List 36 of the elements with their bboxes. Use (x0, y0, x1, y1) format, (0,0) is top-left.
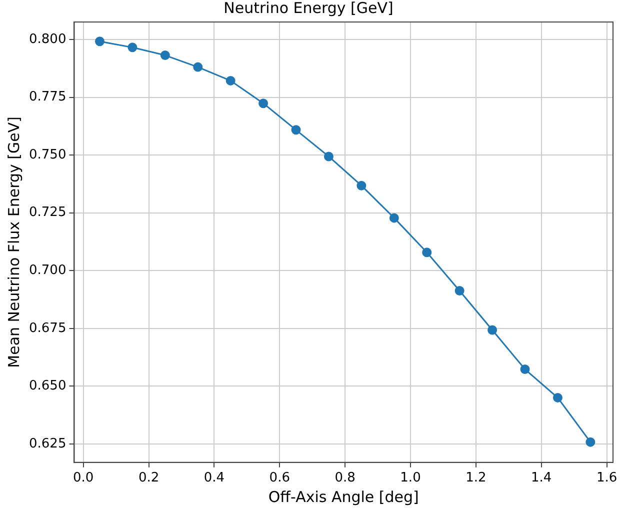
point (193, 62, 203, 72)
point (128, 42, 138, 52)
x-tick-label: 0.6 (269, 470, 290, 486)
point (552, 392, 562, 402)
point (488, 325, 498, 335)
x-tick-label: 1.2 (466, 470, 486, 486)
y-tick-label: 0.625 (29, 436, 66, 452)
point (160, 50, 170, 60)
point (454, 286, 464, 296)
x-axis-title: Off-Axis Angle [deg] (268, 488, 419, 506)
y-tick-label: 0.800 (29, 32, 66, 47)
point (389, 213, 399, 223)
y-tick-label: 0.700 (29, 262, 66, 278)
y-tick-label: 0.675 (29, 320, 66, 336)
y-tick-label: 0.725 (29, 205, 66, 220)
y-tick-label: 0.775 (29, 90, 66, 105)
x-tick-label: 0.4 (204, 470, 225, 486)
y-tick-label: 0.750 (29, 147, 66, 162)
x-tick-label: 1.4 (531, 470, 552, 486)
point (356, 180, 366, 190)
point (520, 364, 530, 374)
x-tick-label: 0.8 (334, 470, 356, 486)
point (422, 248, 432, 258)
point (586, 437, 596, 447)
y-tick-label: 0.650 (29, 378, 66, 394)
x-tick-label: 1.0 (400, 470, 421, 486)
chart-title: Neutrino Energy [GeV] (224, 0, 394, 17)
y-axis-title: Mean Neutrino Flux Energy [GeV] (4, 116, 23, 368)
x-tick-label: 1.6 (596, 470, 618, 486)
point (291, 125, 301, 135)
point (226, 76, 236, 86)
x-tick-label: 0.2 (138, 470, 160, 486)
point (258, 98, 268, 108)
point (94, 36, 104, 46)
point (324, 152, 334, 162)
x-tick-label: 0.0 (73, 470, 94, 486)
